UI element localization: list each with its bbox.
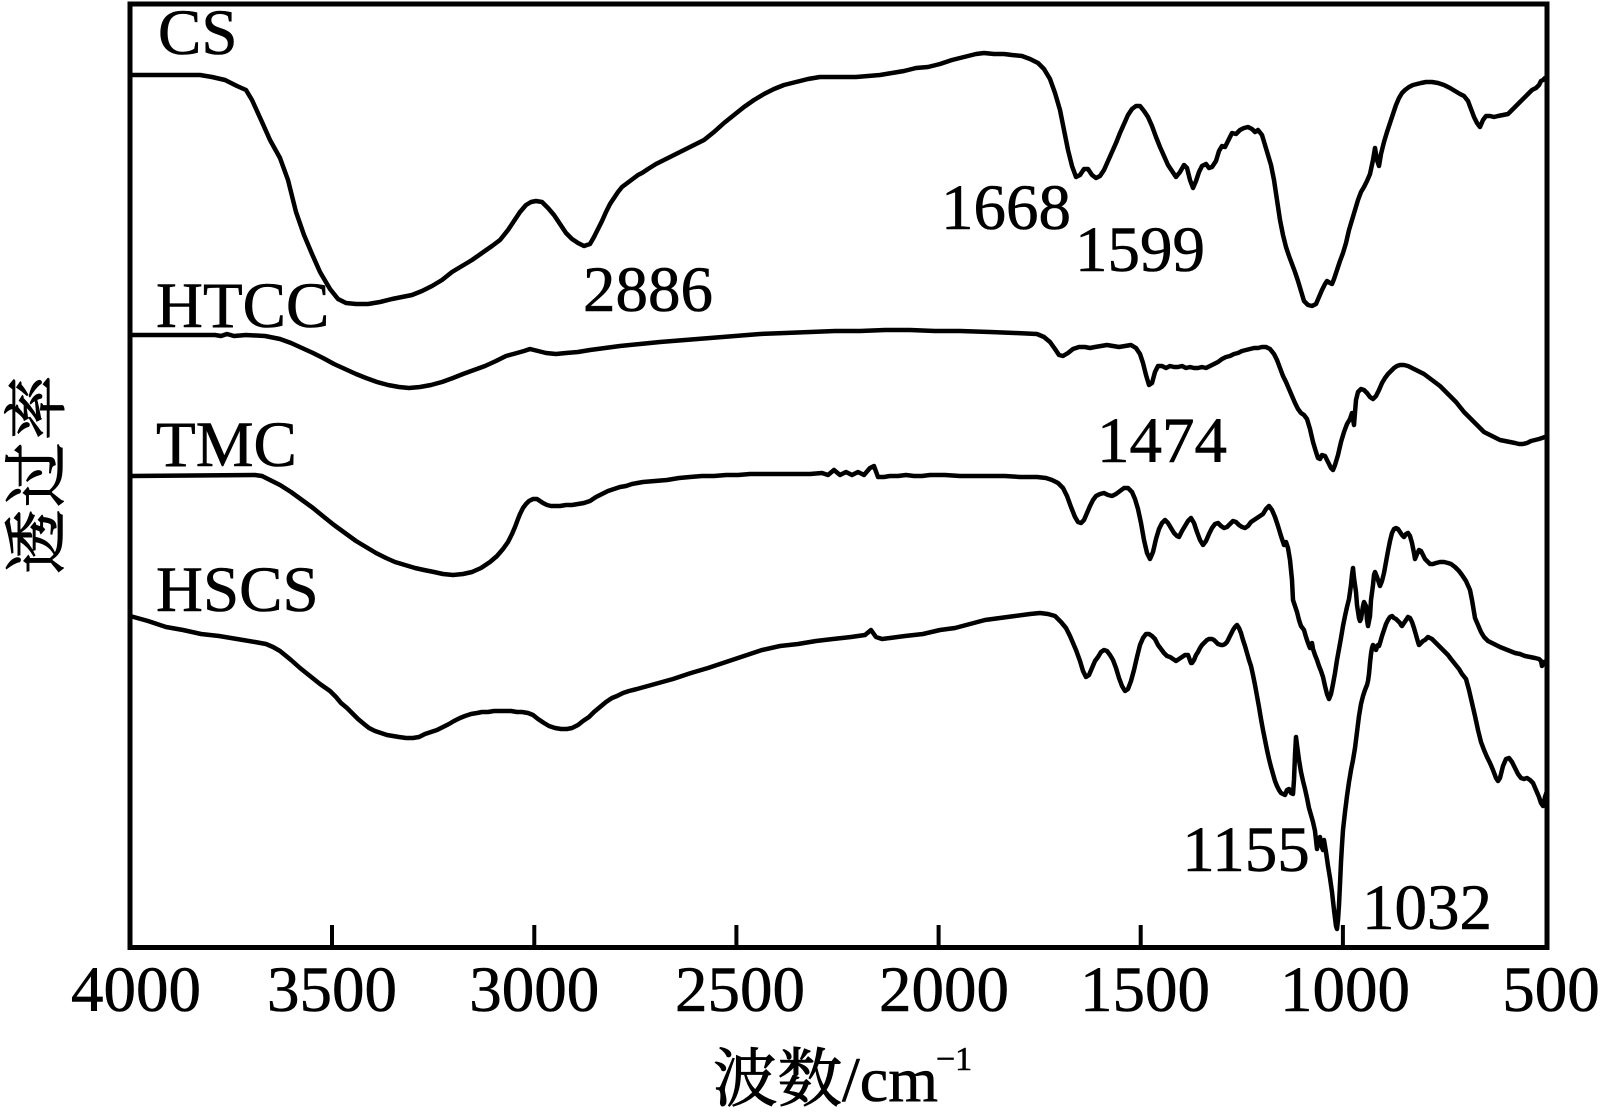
svg-text:1474: 1474	[1097, 405, 1227, 477]
svg-text:3000: 3000	[469, 954, 599, 1026]
svg-text:1155: 1155	[1182, 814, 1310, 886]
svg-text:2500: 2500	[675, 954, 805, 1026]
svg-text:1032: 1032	[1362, 872, 1492, 944]
svg-text:1668: 1668	[941, 172, 1071, 244]
svg-text:1500: 1500	[1080, 954, 1210, 1026]
svg-text:2886: 2886	[583, 254, 713, 326]
svg-text:−1: −1	[936, 1041, 972, 1078]
svg-text:TMC: TMC	[156, 409, 297, 481]
svg-text:2000: 2000	[879, 954, 1009, 1026]
svg-text:CS: CS	[158, 0, 238, 69]
svg-text:/cm: /cm	[842, 1044, 938, 1115]
svg-text:1000: 1000	[1280, 954, 1410, 1026]
svg-text:3500: 3500	[267, 954, 397, 1026]
svg-text:HTCC: HTCC	[156, 270, 329, 342]
svg-text:1599: 1599	[1075, 214, 1205, 286]
svg-text:4000: 4000	[71, 954, 201, 1026]
svg-text:500: 500	[1502, 954, 1600, 1026]
svg-text:HSCS: HSCS	[156, 554, 319, 626]
